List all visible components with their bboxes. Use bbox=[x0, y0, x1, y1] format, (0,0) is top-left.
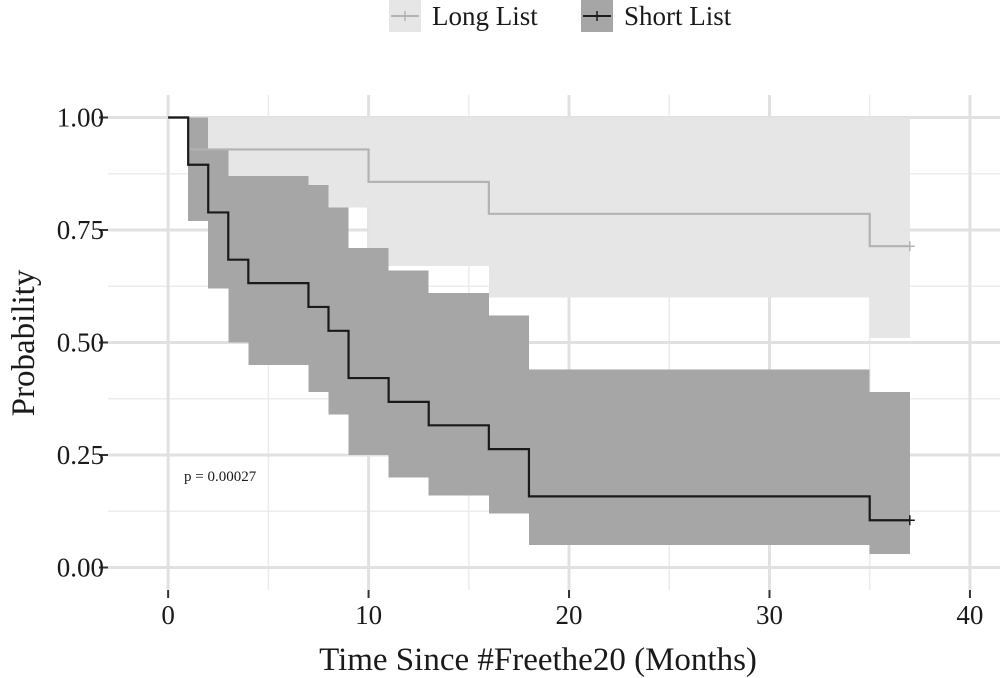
y-axis-title: Probability bbox=[6, 269, 42, 416]
legend-label-short-list: Short List bbox=[624, 1, 732, 31]
censor-mark-long-list bbox=[904, 241, 915, 252]
legend-item-short-list: Short List bbox=[581, 0, 732, 32]
band-segment-short-list bbox=[869, 392, 910, 554]
x-tick-label: 10 bbox=[355, 600, 382, 630]
x-tick-label: 20 bbox=[556, 600, 583, 630]
band-segment-short-list bbox=[388, 270, 429, 478]
band-segment-short-list bbox=[348, 248, 389, 455]
band-segment-short-list bbox=[208, 149, 229, 289]
y-tick-label: 0.75 bbox=[57, 215, 104, 245]
x-tick-label: 0 bbox=[161, 600, 175, 630]
survival-curves bbox=[168, 116, 910, 522]
confidence-bands bbox=[188, 117, 910, 554]
y-tick-label: 0.25 bbox=[57, 440, 104, 470]
censor-marks bbox=[904, 241, 915, 526]
band-segment-long-list bbox=[368, 117, 489, 266]
y-tick-label: 1.00 bbox=[57, 103, 104, 133]
censor-mark-short-list bbox=[904, 515, 915, 526]
band-segment-short-list bbox=[528, 369, 870, 545]
band-segment-short-list bbox=[248, 176, 309, 365]
legend: Long List Short List bbox=[389, 0, 732, 32]
y-tick-label: 0.50 bbox=[57, 328, 104, 358]
band-segment-short-list bbox=[308, 185, 329, 392]
p-value-annotation: p = 0.00027 bbox=[184, 469, 257, 485]
band-segment-short-list bbox=[188, 117, 209, 221]
y-tick-label: 0.00 bbox=[57, 553, 104, 583]
band-segment-long-list bbox=[488, 117, 870, 298]
band-segment-long-list bbox=[869, 117, 910, 338]
legend-item-long-list: Long List bbox=[389, 0, 538, 32]
band-segment-short-list bbox=[488, 315, 529, 514]
legend-label-long-list: Long List bbox=[432, 1, 538, 31]
x-axis-title: Time Since #Freethe20 (Months) bbox=[319, 642, 757, 678]
x-tick-label: 30 bbox=[756, 600, 783, 630]
x-tick-label: 40 bbox=[956, 600, 983, 630]
band-segment-short-list bbox=[328, 207, 349, 415]
band-segment-short-list bbox=[428, 293, 489, 496]
survival-line-short-list bbox=[168, 116, 910, 522]
axes: 0 10 20 30 40 0.00 0.25 0.50 0.75 1.00 bbox=[57, 103, 984, 631]
